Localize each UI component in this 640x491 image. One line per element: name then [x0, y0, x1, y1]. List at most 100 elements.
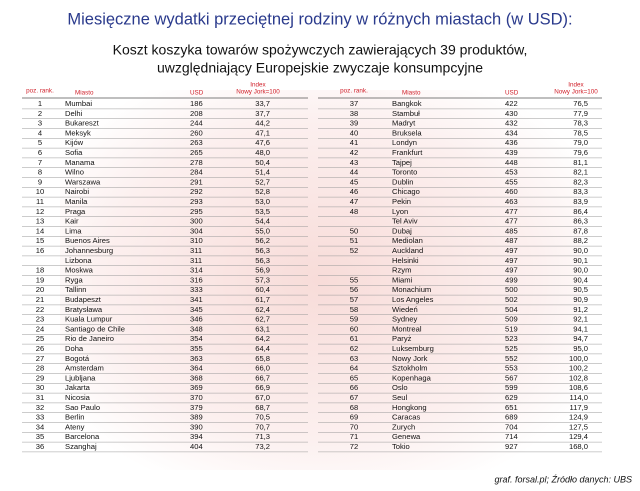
index: 64,2 — [255, 334, 270, 343]
usd: 404 — [190, 442, 203, 451]
rank: 35 — [36, 432, 44, 441]
usd: 504 — [505, 305, 518, 314]
city: Sztokholm — [392, 364, 427, 373]
city: Praga — [65, 207, 86, 216]
rank: 63 — [350, 354, 358, 363]
city: Helsinki — [392, 256, 419, 265]
city: Paryż — [392, 334, 412, 343]
city: Moskwa — [65, 266, 94, 275]
city: Rio de Janeiro — [65, 334, 114, 343]
rank: 43 — [350, 158, 358, 167]
subtitle: Koszt koszyka towarów spożywczych zawier… — [113, 42, 528, 58]
index: 66,9 — [255, 383, 270, 392]
index: 117,9 — [570, 403, 588, 412]
index: 56,9 — [255, 266, 270, 275]
index: 78,5 — [573, 128, 588, 137]
city: Doha — [65, 344, 84, 353]
usd: 500 — [505, 285, 518, 294]
index: 92,1 — [573, 315, 588, 324]
city: Dublin — [392, 177, 414, 186]
usd: 295 — [190, 207, 203, 216]
index: 66,0 — [255, 364, 270, 373]
usd: 453 — [505, 168, 518, 177]
rank: 6 — [38, 148, 42, 157]
usd: 477 — [505, 217, 518, 226]
city: Ljubljana — [65, 373, 96, 382]
usd: 519 — [505, 324, 518, 333]
usd: 278 — [190, 158, 203, 167]
rank: 3 — [38, 119, 42, 128]
usd: 552 — [505, 354, 518, 363]
usd: 460 — [505, 187, 518, 196]
index: 91,2 — [573, 305, 588, 314]
usd: 714 — [505, 432, 518, 441]
city: Toronto — [392, 168, 417, 177]
column-header: USD — [505, 90, 519, 97]
index: 48,0 — [255, 148, 270, 157]
index: 53,5 — [255, 207, 270, 216]
city: Chicago — [392, 187, 420, 196]
city: Oslo — [392, 383, 408, 392]
rank: 72 — [350, 442, 358, 451]
city: Rzym — [392, 266, 411, 275]
column-header: USD — [190, 90, 204, 97]
city: Sydney — [392, 315, 418, 324]
index: 129,4 — [569, 432, 588, 441]
index: 90,9 — [573, 295, 588, 304]
index: 71,3 — [255, 432, 270, 441]
rank: 4 — [38, 128, 42, 137]
index: 56,3 — [255, 256, 270, 265]
rank: 7 — [38, 158, 42, 167]
usd: 502 — [505, 295, 518, 304]
city: Lyon — [392, 207, 408, 216]
usd: 448 — [505, 158, 518, 167]
usd: 487 — [505, 236, 518, 245]
city: Kopenhaga — [392, 373, 432, 382]
usd: 599 — [505, 383, 518, 392]
city: Tajpej — [392, 158, 412, 167]
index: 127,5 — [569, 422, 588, 431]
index: 124,9 — [569, 413, 588, 422]
city: Tokio — [392, 442, 410, 451]
city: Jakarta — [65, 383, 91, 392]
index: 87,8 — [573, 226, 588, 235]
index: 102,8 — [569, 373, 588, 382]
index: 64,4 — [255, 344, 270, 353]
city: Warszawa — [65, 177, 101, 186]
usd: 263 — [190, 138, 203, 147]
usd: 355 — [190, 344, 203, 353]
index: 90,0 — [573, 266, 588, 275]
index: 95,0 — [573, 344, 588, 353]
city: Kuala Lumpur — [65, 315, 113, 324]
rank: 8 — [38, 168, 42, 177]
usd: 311 — [190, 256, 202, 265]
city: Barcelona — [65, 432, 100, 441]
usd: 497 — [505, 246, 518, 255]
city: Tallinn — [65, 285, 87, 294]
city: Stambuł — [392, 109, 420, 118]
column-header: poz. rank. — [26, 88, 54, 95]
index: 67,0 — [255, 393, 270, 402]
rank: 40 — [350, 128, 358, 137]
city: Auckland — [392, 246, 423, 255]
city: Santiago de Chile — [65, 324, 125, 333]
index: 61,7 — [255, 295, 270, 304]
index: 56,2 — [255, 236, 270, 245]
index: 83,9 — [573, 197, 588, 206]
usd: 651 — [505, 403, 518, 412]
index: 168,0 — [569, 442, 588, 451]
rank: 67 — [350, 393, 358, 402]
index: 79,0 — [573, 138, 588, 147]
rank: 55 — [350, 275, 358, 284]
rank: 61 — [350, 334, 358, 343]
index: 51,4 — [255, 168, 270, 177]
rank: 30 — [36, 383, 44, 392]
city: Nowy Jork — [392, 354, 428, 363]
usd: 333 — [190, 285, 203, 294]
city: Manama — [65, 158, 95, 167]
city: Ryga — [65, 275, 84, 284]
column-header: poz. rank. — [340, 88, 368, 95]
city: Monachium — [392, 285, 431, 294]
index: 79,6 — [573, 148, 588, 157]
